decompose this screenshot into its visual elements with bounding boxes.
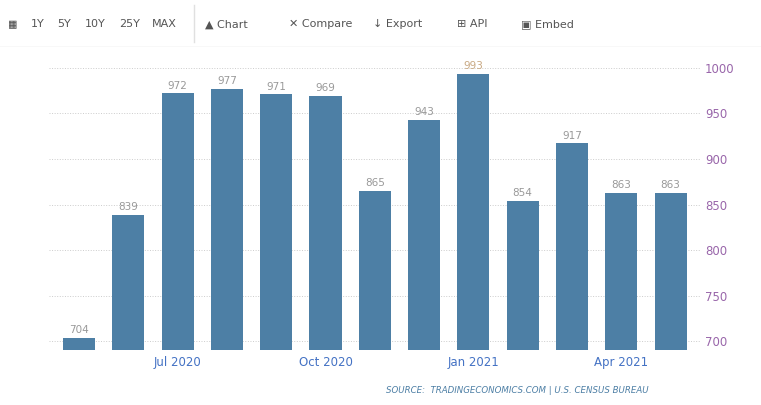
Bar xyxy=(654,193,686,405)
Bar xyxy=(408,120,440,405)
Text: 993: 993 xyxy=(463,62,483,72)
Text: ↓ Export: ↓ Export xyxy=(373,19,422,29)
Bar xyxy=(605,193,637,405)
Text: 917: 917 xyxy=(562,131,582,141)
Bar xyxy=(113,215,145,405)
Bar xyxy=(507,201,539,405)
Text: ▦: ▦ xyxy=(9,18,17,31)
Text: 839: 839 xyxy=(119,202,139,212)
Text: ▣ Embed: ▣ Embed xyxy=(521,19,574,29)
Bar xyxy=(211,89,243,405)
Text: 972: 972 xyxy=(167,81,187,91)
Text: ▲ Chart: ▲ Chart xyxy=(205,19,248,29)
Text: 25Y: 25Y xyxy=(119,19,140,29)
Bar xyxy=(310,96,342,405)
Bar xyxy=(457,74,489,405)
Bar xyxy=(161,94,193,405)
Text: SOURCE:  TRADINGECONOMICS.COM | U.S. CENSUS BUREAU: SOURCE: TRADINGECONOMICS.COM | U.S. CENS… xyxy=(386,386,649,395)
Text: 971: 971 xyxy=(266,81,286,92)
Bar xyxy=(358,191,391,405)
Text: MAX: MAX xyxy=(152,19,177,29)
Text: ✕ Compare: ✕ Compare xyxy=(289,19,352,29)
Bar xyxy=(63,338,95,405)
Bar xyxy=(260,94,292,405)
Text: 704: 704 xyxy=(69,325,89,335)
Text: 865: 865 xyxy=(365,178,385,188)
Bar xyxy=(556,143,588,405)
Text: 977: 977 xyxy=(217,76,237,86)
Text: 10Y: 10Y xyxy=(85,19,106,29)
Text: 969: 969 xyxy=(316,83,336,94)
Text: ⊞ API: ⊞ API xyxy=(457,19,487,29)
Text: 854: 854 xyxy=(513,188,533,198)
Text: 863: 863 xyxy=(611,180,631,190)
Text: 5Y: 5Y xyxy=(57,19,71,29)
Text: 1Y: 1Y xyxy=(30,19,44,29)
Text: 943: 943 xyxy=(414,107,434,117)
Text: 863: 863 xyxy=(661,180,680,190)
